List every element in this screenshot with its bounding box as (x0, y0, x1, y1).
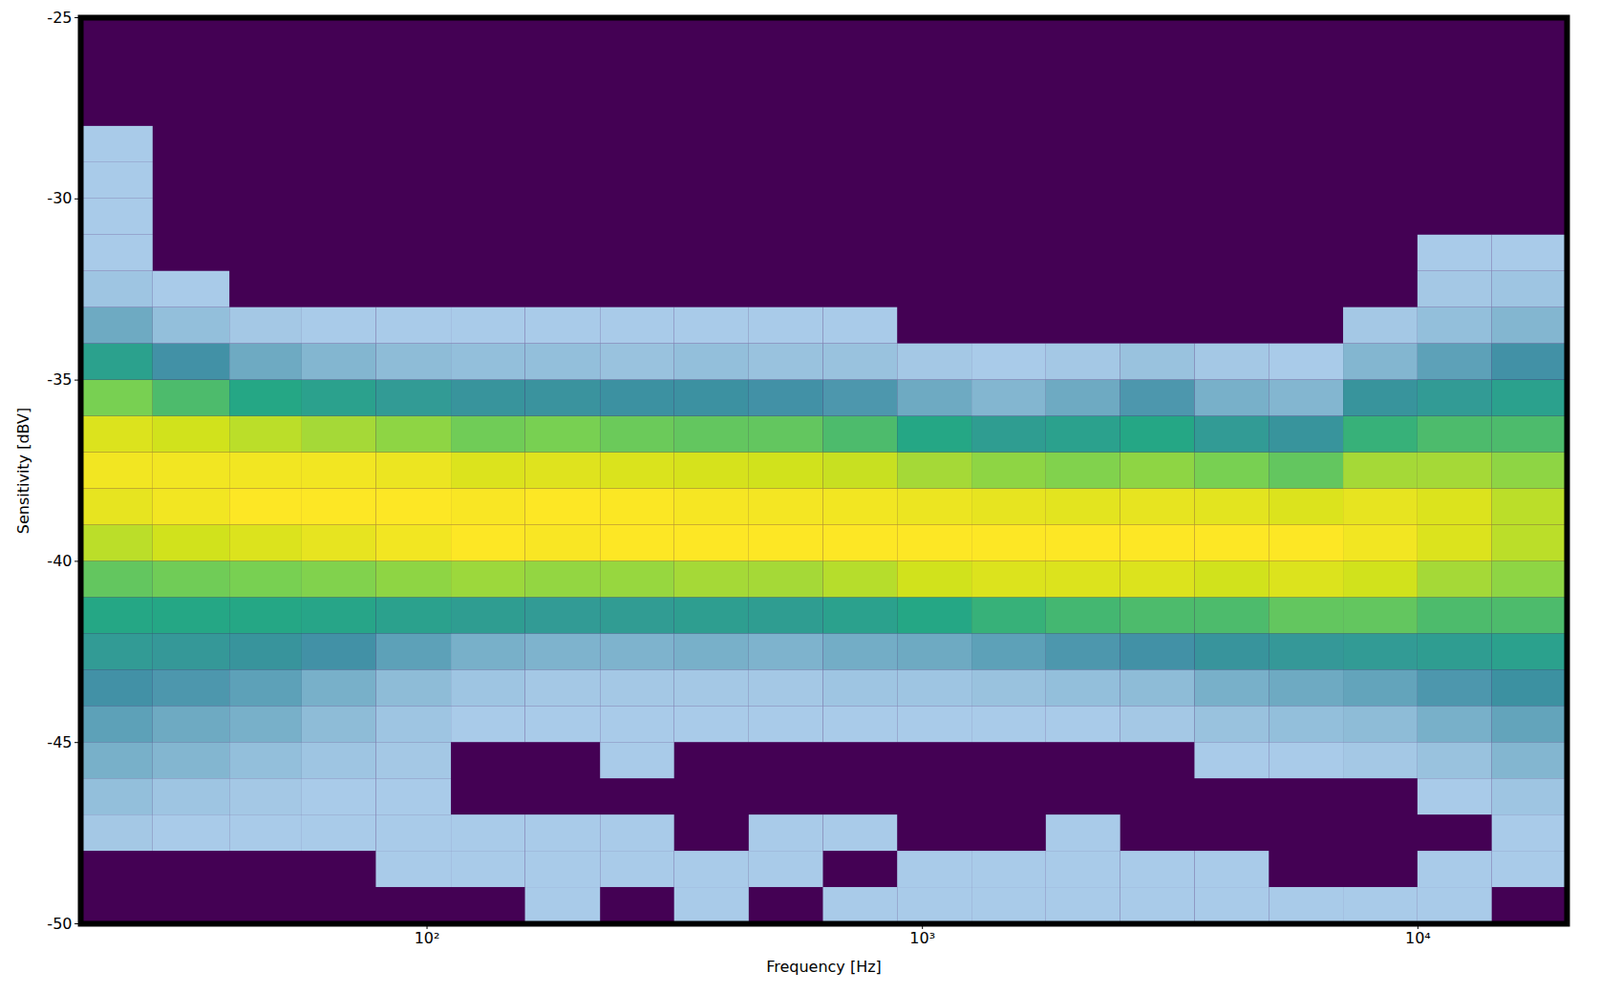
svg-text:-50: -50 (46, 915, 72, 934)
svg-text:-35: -35 (46, 370, 72, 389)
svg-text:Sensitivity [dBV]: Sensitivity [dBV] (14, 407, 33, 534)
svg-text:10⁴: 10⁴ (1405, 929, 1431, 948)
svg-text:Frequency [Hz]: Frequency [Hz] (766, 958, 882, 977)
svg-text:10²: 10² (414, 929, 441, 948)
svg-text:-30: -30 (46, 189, 72, 208)
svg-text:-45: -45 (46, 733, 72, 752)
svg-text:-40: -40 (46, 552, 72, 571)
svg-text:-25: -25 (46, 8, 72, 27)
svg-text:10³: 10³ (909, 929, 936, 948)
